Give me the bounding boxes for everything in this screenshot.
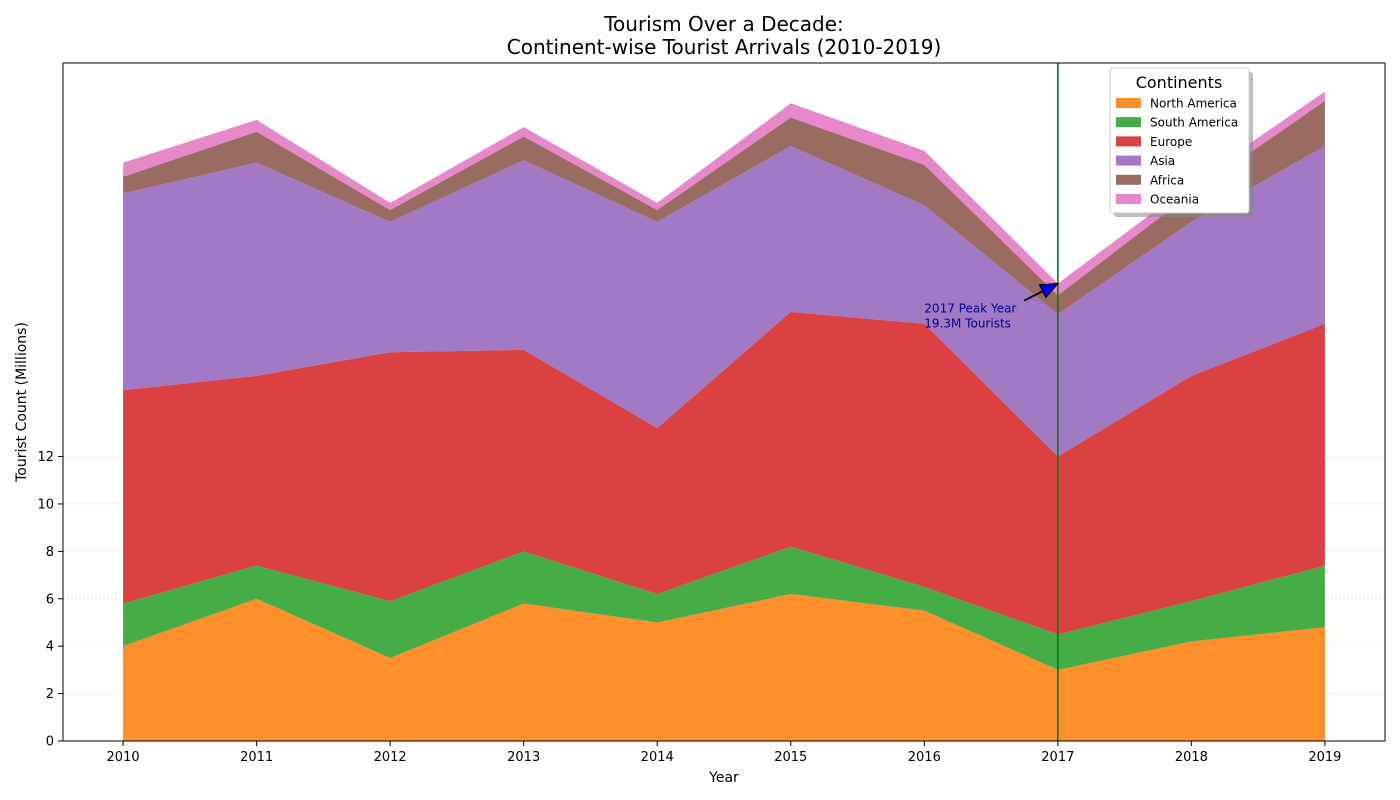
area-oceania bbox=[123, 91, 1325, 296]
annotation-text-line-1: 2017 Peak Year bbox=[924, 302, 1016, 316]
annotation-text-line-2: 19.3M Tourists bbox=[924, 317, 1011, 331]
y-tick-label: 12 bbox=[37, 450, 54, 465]
x-tick-label: 2012 bbox=[374, 750, 407, 765]
legend-label: Africa bbox=[1150, 173, 1184, 187]
legend-swatch bbox=[1116, 98, 1141, 108]
y-axis-ticks: 0 2 4 6 8 10 12 bbox=[37, 450, 63, 750]
legend-title: Continents bbox=[1136, 73, 1223, 92]
annotation-arrow-shaft bbox=[1023, 290, 1044, 302]
legend-label: Europe bbox=[1150, 135, 1192, 149]
chart-title-line-2: Continent-wise Tourist Arrivals (2010-20… bbox=[507, 35, 942, 59]
legend-label: Asia bbox=[1150, 154, 1175, 168]
y-tick-label: 4 bbox=[46, 640, 54, 655]
legend-label: South America bbox=[1150, 116, 1238, 130]
area-north-america bbox=[123, 594, 1325, 741]
legend-box bbox=[1109, 67, 1250, 214]
legend-label: North America bbox=[1150, 97, 1237, 111]
plot-frame bbox=[62, 62, 1386, 742]
legend-item-south-america: South America bbox=[1116, 116, 1238, 130]
x-tick-label: 2010 bbox=[107, 750, 140, 765]
x-tick-label: 2017 bbox=[1041, 750, 1074, 765]
chart-title-line-1: Tourism Over a Decade: bbox=[603, 12, 844, 36]
legend-item-africa: Africa bbox=[1116, 173, 1184, 187]
legend-item-oceania: Oceania bbox=[1116, 193, 1199, 207]
legend-swatch bbox=[1116, 174, 1141, 185]
y-axis-label: Tourist Count (Millions) bbox=[14, 322, 30, 483]
area-asia bbox=[123, 145, 1325, 457]
x-axis-label: Year bbox=[708, 770, 739, 786]
y-tick-label: 6 bbox=[46, 592, 54, 607]
legend-label: Oceania bbox=[1150, 193, 1199, 207]
x-tick-label: 2016 bbox=[908, 750, 941, 765]
x-tick-label: 2013 bbox=[507, 750, 540, 765]
y-tick-label: 2 bbox=[46, 687, 54, 702]
legend-swatch bbox=[1116, 136, 1141, 147]
x-tick-label: 2011 bbox=[240, 750, 273, 765]
x-axis-ticks: 2010 2011 2012 2013 2014 2015 2016 2017 2018 2019 bbox=[107, 741, 1341, 765]
y-tick-label: 10 bbox=[37, 497, 54, 512]
x-tick-label: 2014 bbox=[641, 750, 674, 765]
area-south-america bbox=[123, 546, 1325, 670]
x-tick-label: 2019 bbox=[1308, 750, 1341, 765]
legend: Continents North America South America Eur… bbox=[1109, 67, 1253, 217]
legend-items: North America South America Europe Asia Afri… bbox=[1116, 97, 1238, 207]
area-africa bbox=[123, 100, 1325, 315]
annotation-layer: 2017 Peak Year 19.3M Tourists bbox=[924, 282, 1060, 331]
x-tick-label: 2018 bbox=[1175, 750, 1208, 765]
legend-swatch bbox=[1116, 117, 1141, 128]
legend-swatch bbox=[1116, 155, 1141, 166]
legend-item-asia: Asia bbox=[1116, 154, 1175, 168]
y-tick-label: 0 bbox=[46, 735, 54, 750]
legend-item-europe: Europe bbox=[1116, 135, 1192, 149]
x-tick-label: 2015 bbox=[774, 750, 807, 765]
area-europe bbox=[123, 311, 1325, 635]
y-tick-label: 8 bbox=[46, 545, 54, 560]
legend-item-north-america: North America bbox=[1116, 97, 1237, 111]
annotation-arrow-head bbox=[1038, 282, 1060, 299]
legend-swatch bbox=[1116, 194, 1141, 204]
area-series-layer bbox=[123, 91, 1325, 741]
